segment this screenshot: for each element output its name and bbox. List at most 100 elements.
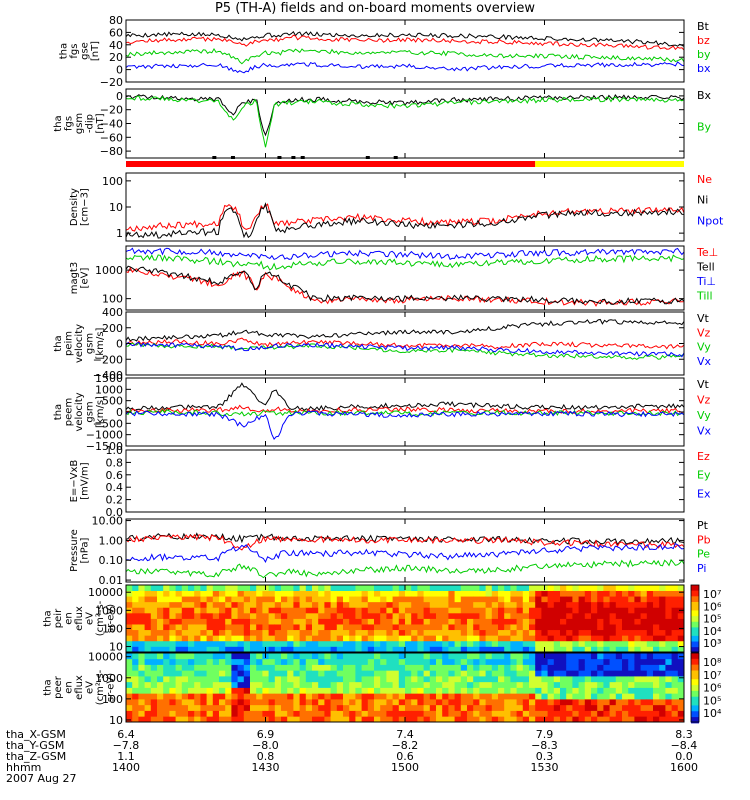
- spectrogram-cell: [659, 693, 666, 700]
- spectrogram-cell: [206, 716, 214, 723]
- spectrogram-cell: [460, 681, 468, 688]
- spectrogram-cell: [386, 596, 393, 603]
- spectrogram-cell: [436, 710, 443, 717]
- spectrogram-cell: [423, 704, 431, 711]
- spectrogram-cell: [442, 624, 449, 631]
- spectrogram-cell: [436, 693, 443, 700]
- spectrogram-cell: [405, 590, 412, 597]
- spectrogram-cell: [491, 716, 499, 723]
- spectrogram-cell: [659, 629, 666, 636]
- spectrogram-cell: [219, 653, 226, 660]
- spectrogram-cell: [609, 607, 617, 614]
- spectrogram-cell: [349, 664, 356, 671]
- spectrogram-cell: [572, 664, 579, 671]
- spectrogram-cell: [491, 664, 499, 671]
- spectrogram-cell: [138, 607, 145, 614]
- spectrogram-cell: [312, 640, 319, 647]
- spectrogram-cell: [615, 704, 623, 711]
- spectrogram-cell: [423, 646, 431, 653]
- spectrogram-cell: [305, 612, 313, 619]
- spectrogram-cell: [367, 635, 375, 642]
- spectrogram-cell: [324, 646, 331, 653]
- spectrogram-cell: [293, 676, 300, 683]
- colorbar-band: [691, 635, 699, 640]
- y-tick-label: 500: [102, 395, 123, 408]
- spectrogram-cell: [566, 664, 573, 671]
- spectrogram-cell: [429, 704, 437, 711]
- spectrogram-cell: [460, 629, 468, 636]
- spectrogram-cell: [566, 629, 573, 636]
- spectrogram-cell: [578, 664, 586, 671]
- spectrogram-cell: [591, 687, 598, 694]
- spectrogram-cell: [479, 693, 486, 700]
- spectrogram-cell: [504, 590, 511, 597]
- spectrogram-cell: [188, 681, 195, 688]
- spectrogram-cell: [380, 693, 387, 700]
- spectrogram-cell: [516, 653, 524, 660]
- spectrogram-cell: [287, 640, 294, 647]
- spectrogram-cell: [566, 624, 573, 631]
- spectrogram-cell: [212, 670, 220, 677]
- spectrogram-cell: [442, 710, 449, 717]
- legend-label-vt: Vt: [697, 378, 710, 391]
- spectrogram-cell: [628, 618, 635, 625]
- spectrogram-cell: [597, 658, 604, 665]
- spectrogram-cell: [622, 629, 629, 636]
- spectrogram-cell: [150, 618, 158, 625]
- y-axis-label-line: velocity: [74, 324, 85, 363]
- spectrogram-cell: [200, 716, 207, 723]
- spectrogram-cell: [485, 629, 493, 636]
- spectrogram-cell: [380, 704, 387, 711]
- spectrogram-cell: [281, 670, 288, 677]
- spectrogram-cell: [405, 601, 412, 608]
- spectrogram-cell: [640, 646, 648, 653]
- spectrogram-cell: [312, 612, 319, 619]
- spectrogram-cell: [150, 664, 158, 671]
- spectrogram-cell: [640, 693, 648, 700]
- spectrogram-cell: [231, 585, 238, 591]
- spectrogram-cell: [485, 653, 493, 660]
- spectrogram-cell: [510, 629, 517, 636]
- spectrogram-cell: [318, 596, 325, 603]
- spectrogram-cell: [609, 704, 617, 711]
- spectrogram-cell: [560, 585, 567, 591]
- spectrogram-cell: [374, 612, 381, 619]
- spectrogram-cell: [330, 716, 338, 723]
- spectrogram-cell: [653, 687, 660, 694]
- spectrogram-cell: [522, 653, 530, 660]
- spectrogram-cell: [181, 590, 189, 597]
- spectrogram-cell: [355, 704, 362, 711]
- spectrogram-cell: [448, 670, 455, 677]
- legend-label-pi: Pi: [697, 562, 706, 575]
- spectrogram-cell: [343, 612, 350, 619]
- spectrogram-cell: [622, 607, 629, 614]
- spectrogram-cell: [609, 653, 617, 660]
- spectrogram-cell: [659, 590, 666, 597]
- spectrogram-cell: [584, 624, 592, 631]
- spectrogram-cell: [504, 607, 511, 614]
- spectrogram-cell: [157, 607, 164, 614]
- colorbar-band: [691, 638, 699, 642]
- legend-label-bx: bx: [697, 62, 711, 75]
- spectrogram-cell: [157, 658, 164, 665]
- spectrogram-cell: [312, 658, 319, 665]
- spectrogram-cell: [380, 629, 387, 636]
- spectrogram-cell: [591, 716, 598, 723]
- spectrogram-cell: [498, 681, 505, 688]
- spectrogram-cell: [138, 612, 145, 619]
- spectrogram-cell: [535, 618, 542, 625]
- spectrogram-cell: [287, 676, 294, 683]
- spectrogram-cell: [355, 590, 362, 597]
- spectrogram-cell: [200, 590, 207, 597]
- spectrogram-cell: [572, 635, 579, 642]
- spectrogram-cell: [132, 601, 139, 608]
- spectrogram-cell: [243, 601, 251, 608]
- spectrogram-cell: [454, 635, 462, 642]
- spectrogram-cell: [553, 629, 561, 636]
- legend-label-bt: Bt: [697, 20, 710, 33]
- spectrogram-cell: [256, 664, 263, 671]
- spectrogram-cell: [504, 646, 511, 653]
- spectrogram-cell: [274, 653, 282, 660]
- spectrogram-cell: [516, 693, 524, 700]
- spectrogram-cell: [231, 629, 238, 636]
